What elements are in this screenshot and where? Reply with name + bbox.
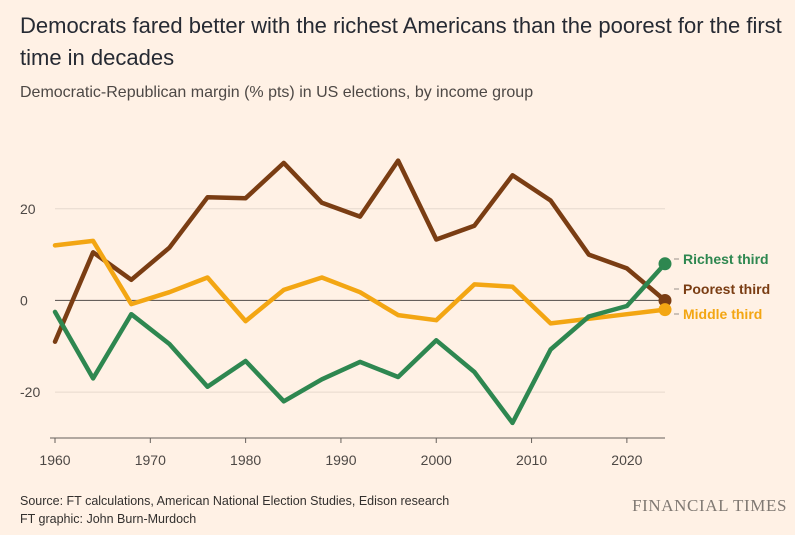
series-label-poorest-third: Poorest third [683, 281, 770, 297]
series-line-middle-third [52, 238, 668, 326]
x-tick-label: 2010 [516, 452, 547, 468]
series-end-marker-poorest-third [658, 293, 672, 307]
chart-subtitle: Democratic-Republican margin (% pts) in … [20, 84, 534, 101]
x-tick-label: 1980 [230, 452, 261, 468]
series-end-marker-middle-third [658, 303, 672, 317]
x-tick-label: 1990 [325, 452, 356, 468]
x-tick-label: 1970 [135, 452, 166, 468]
x-tick-label: 2000 [421, 452, 452, 468]
series-line-richest-third [52, 261, 668, 426]
series-line-poorest-third [52, 158, 668, 344]
series-label-richest-third: Richest third [683, 251, 769, 267]
series-end-marker-richest-third [658, 257, 672, 271]
x-tick-label: 1960 [39, 452, 70, 468]
source-note: Source: FT calculations, American Nation… [20, 492, 449, 528]
x-tick-label: 2020 [611, 452, 642, 468]
series-label-middle-third: Middle third [683, 306, 762, 322]
line-chart: -20 0 20 1960 1970 1980 1990 2000 2010 2020 Poore… [20, 158, 770, 468]
y-tick-label: 20 [20, 201, 36, 217]
credit-line: FT graphic: John Burn-Murdoch [20, 512, 197, 526]
chart-title: Democrats fared better with the richest … [20, 13, 782, 70]
ft-logo: FINANCIAL TIMES [632, 496, 787, 515]
source-line: Source: FT calculations, American Nation… [20, 494, 450, 508]
y-tick-label: 0 [20, 292, 28, 308]
y-tick-label: -20 [20, 384, 40, 400]
